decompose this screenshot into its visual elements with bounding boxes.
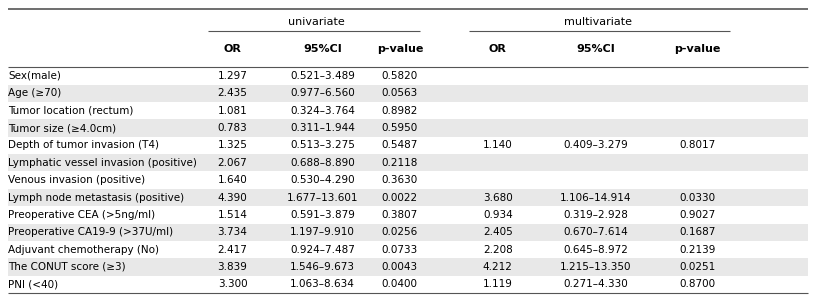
Text: 0.0256: 0.0256 [382,227,418,237]
Text: 0.1687: 0.1687 [680,227,716,237]
Text: 3.300: 3.300 [218,279,247,289]
Text: 1.106–14.914: 1.106–14.914 [560,193,632,202]
Text: univariate: univariate [288,17,344,27]
Text: 1.197–9.910: 1.197–9.910 [290,227,355,237]
Text: 0.591–3.879: 0.591–3.879 [290,210,355,220]
Text: 0.8700: 0.8700 [680,279,716,289]
Bar [8,258,808,276]
Text: Lymph node metastasis (positive): Lymph node metastasis (positive) [8,193,184,202]
Text: 0.0251: 0.0251 [680,262,716,272]
Text: 0.3630: 0.3630 [382,175,418,185]
Bar [8,224,808,241]
Text: Age (≥70): Age (≥70) [8,88,61,98]
Text: 2.067: 2.067 [218,158,247,168]
Text: 0.977–6.560: 0.977–6.560 [290,88,355,98]
Text: 95%CI: 95%CI [576,44,615,54]
Text: 0.645–8.972: 0.645–8.972 [563,245,628,255]
Text: 1.081: 1.081 [218,106,247,116]
Text: 0.0400: 0.0400 [382,279,418,289]
Text: 1.140: 1.140 [483,141,512,150]
Text: 0.2118: 0.2118 [382,158,418,168]
Text: 0.319–2.928: 0.319–2.928 [563,210,628,220]
Text: PNI (<40): PNI (<40) [8,279,58,289]
Bar [8,154,808,171]
Text: Depth of tumor invasion (T4): Depth of tumor invasion (T4) [8,141,159,150]
Text: 1.297: 1.297 [218,71,247,81]
Text: Adjuvant chemotherapy (No): Adjuvant chemotherapy (No) [8,245,159,255]
Text: 1.119: 1.119 [483,279,512,289]
Text: Preoperative CEA (>5ng/ml): Preoperative CEA (>5ng/ml) [8,210,155,220]
Text: 0.934: 0.934 [483,210,512,220]
Text: multivariate: multivariate [564,17,632,27]
Bar [8,119,808,137]
Text: OR: OR [489,44,507,54]
Text: 3.734: 3.734 [218,227,247,237]
Text: 4.390: 4.390 [218,193,247,202]
Text: Tumor location (rectum): Tumor location (rectum) [8,106,134,116]
Text: 0.783: 0.783 [218,123,247,133]
Text: 1.063–8.634: 1.063–8.634 [290,279,355,289]
Text: Tumor size (≥4.0cm): Tumor size (≥4.0cm) [8,123,117,133]
Bar [8,85,808,102]
Text: 0.530–4.290: 0.530–4.290 [290,175,355,185]
Text: p-value: p-value [675,44,721,54]
Text: Lymphatic vessel invasion (positive): Lymphatic vessel invasion (positive) [8,158,197,168]
Text: 0.0330: 0.0330 [680,193,716,202]
Text: 0.324–3.764: 0.324–3.764 [290,106,355,116]
Text: 1.215–13.350: 1.215–13.350 [560,262,632,272]
Text: 4.212: 4.212 [483,262,512,272]
Text: 0.8982: 0.8982 [382,106,418,116]
Text: Preoperative CA19-9 (>37U/ml): Preoperative CA19-9 (>37U/ml) [8,227,173,237]
Text: 0.513–3.275: 0.513–3.275 [290,141,355,150]
Text: 1.325: 1.325 [218,141,247,150]
Text: 2.208: 2.208 [483,245,512,255]
Text: Sex(male): Sex(male) [8,71,61,81]
Bar [8,189,808,206]
Text: p-value: p-value [377,44,423,54]
Text: 1.640: 1.640 [218,175,247,185]
Text: 0.0733: 0.0733 [382,245,418,255]
Text: 0.0022: 0.0022 [382,193,418,202]
Text: Venous invasion (positive): Venous invasion (positive) [8,175,145,185]
Text: 0.688–8.890: 0.688–8.890 [290,158,355,168]
Text: 0.271–4.330: 0.271–4.330 [563,279,628,289]
Text: 0.5487: 0.5487 [382,141,418,150]
Text: 1.677–13.601: 1.677–13.601 [286,193,358,202]
Text: 1.514: 1.514 [218,210,247,220]
Text: 0.2139: 0.2139 [680,245,716,255]
Text: The CONUT score (≥3): The CONUT score (≥3) [8,262,126,272]
Text: 1.546–9.673: 1.546–9.673 [290,262,355,272]
Text: 95%CI: 95%CI [303,44,342,54]
Text: 3.839: 3.839 [218,262,247,272]
Text: OR: OR [224,44,242,54]
Text: 0.9027: 0.9027 [680,210,716,220]
Text: 0.5950: 0.5950 [382,123,418,133]
Text: 0.5820: 0.5820 [382,71,418,81]
Text: 2.417: 2.417 [218,245,247,255]
Text: 0.8017: 0.8017 [680,141,716,150]
Text: 0.3807: 0.3807 [382,210,418,220]
Text: 0.670–7.614: 0.670–7.614 [563,227,628,237]
Text: 0.409–3.279: 0.409–3.279 [563,141,628,150]
Text: 0.521–3.489: 0.521–3.489 [290,71,355,81]
Text: 2.435: 2.435 [218,88,247,98]
Text: 3.680: 3.680 [483,193,512,202]
Text: 0.0563: 0.0563 [382,88,418,98]
Text: 0.924–7.487: 0.924–7.487 [290,245,355,255]
Text: 0.311–1.944: 0.311–1.944 [290,123,355,133]
Text: 2.405: 2.405 [483,227,512,237]
Text: 0.0043: 0.0043 [382,262,418,272]
